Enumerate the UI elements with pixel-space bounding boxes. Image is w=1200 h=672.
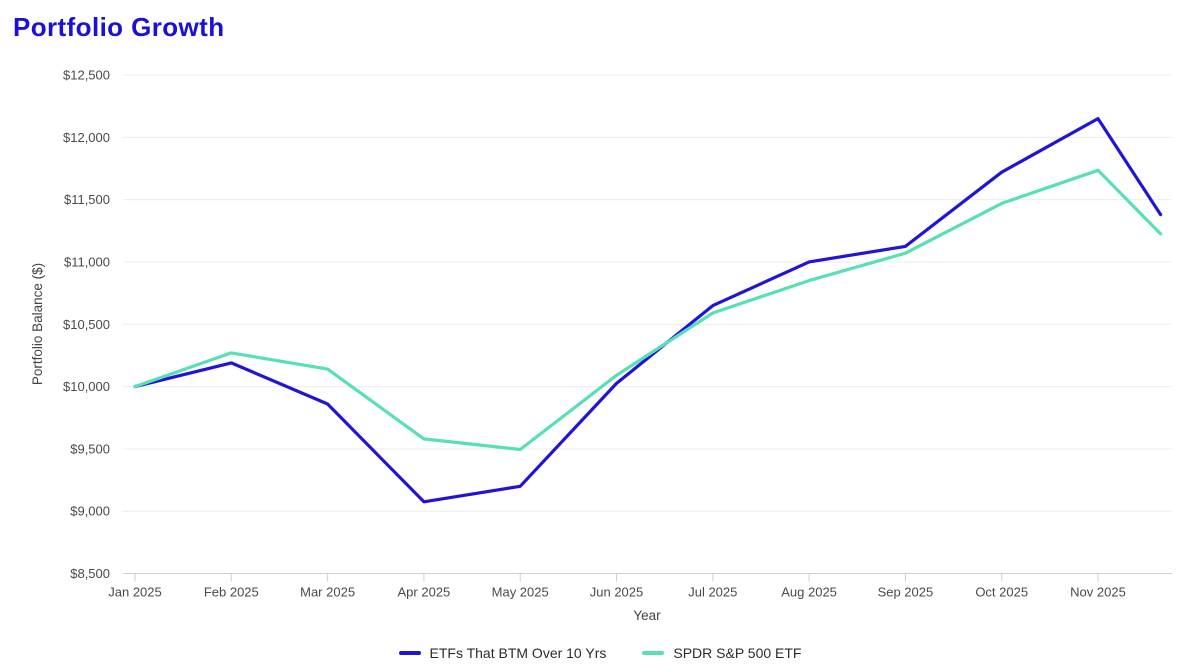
y-tick-label: $11,000 (64, 254, 110, 269)
y-tick-label: $8,500 (70, 566, 110, 581)
legend-swatch-spdr-sp500 (642, 651, 665, 655)
series-line-1 (133, 168, 1163, 452)
x-axis-title: Year (633, 608, 661, 623)
x-tick-label: Jan 2025 (108, 585, 162, 600)
legend-item-etfs-btm[interactable]: ETFs That BTM Over 10 Yrs (398, 645, 607, 661)
x-tick-label: Mar 2025 (300, 585, 355, 600)
legend-label-etfs-btm: ETFs That BTM Over 10 Yrs (429, 645, 607, 661)
x-tick-label: Sep 2025 (878, 585, 934, 600)
legend-item-spdr-sp500[interactable]: SPDR S&P 500 ETF (642, 645, 802, 661)
label-layer: $8,500 $9,000 $9,500 $10,000 $10,500 $11,000 $… (63, 68, 1126, 600)
legend-label-spdr-sp500: SPDR S&P 500 ETF (673, 645, 802, 661)
x-tick-label: Oct 2025 (975, 585, 1028, 600)
legend-swatch-etfs-btm (398, 651, 421, 655)
y-tick-label: $10,500 (63, 317, 110, 332)
y-tick-label: $12,500 (63, 68, 110, 83)
x-tick-label: Feb 2025 (204, 585, 259, 600)
chart-legend: ETFs That BTM Over 10 Yrs SPDR S&P 500 E… (0, 645, 1200, 661)
series-layer (133, 116, 1163, 504)
series-line-0 (133, 116, 1163, 504)
x-tick-label: Aug 2025 (781, 585, 837, 600)
y-tick-label: $9,000 (70, 504, 110, 519)
x-tick-label: Nov 2025 (1070, 585, 1126, 600)
x-tick-label: Jun 2025 (590, 585, 644, 600)
y-tick-label: $9,500 (70, 441, 110, 456)
y-axis-title: Portfolio Balance ($) (30, 263, 45, 385)
y-tick-label: $11,500 (64, 192, 110, 207)
y-tick-label: $10,000 (63, 379, 110, 394)
page-title: Portfolio Growth (13, 12, 225, 42)
x-tick-label: Jul 2025 (688, 585, 737, 600)
x-tick-label: May 2025 (492, 585, 549, 600)
x-tick-label: Apr 2025 (398, 585, 451, 600)
grid-layer (123, 74, 1172, 574)
y-tick-label: $12,000 (63, 130, 110, 145)
tick-layer (134, 573, 1099, 582)
